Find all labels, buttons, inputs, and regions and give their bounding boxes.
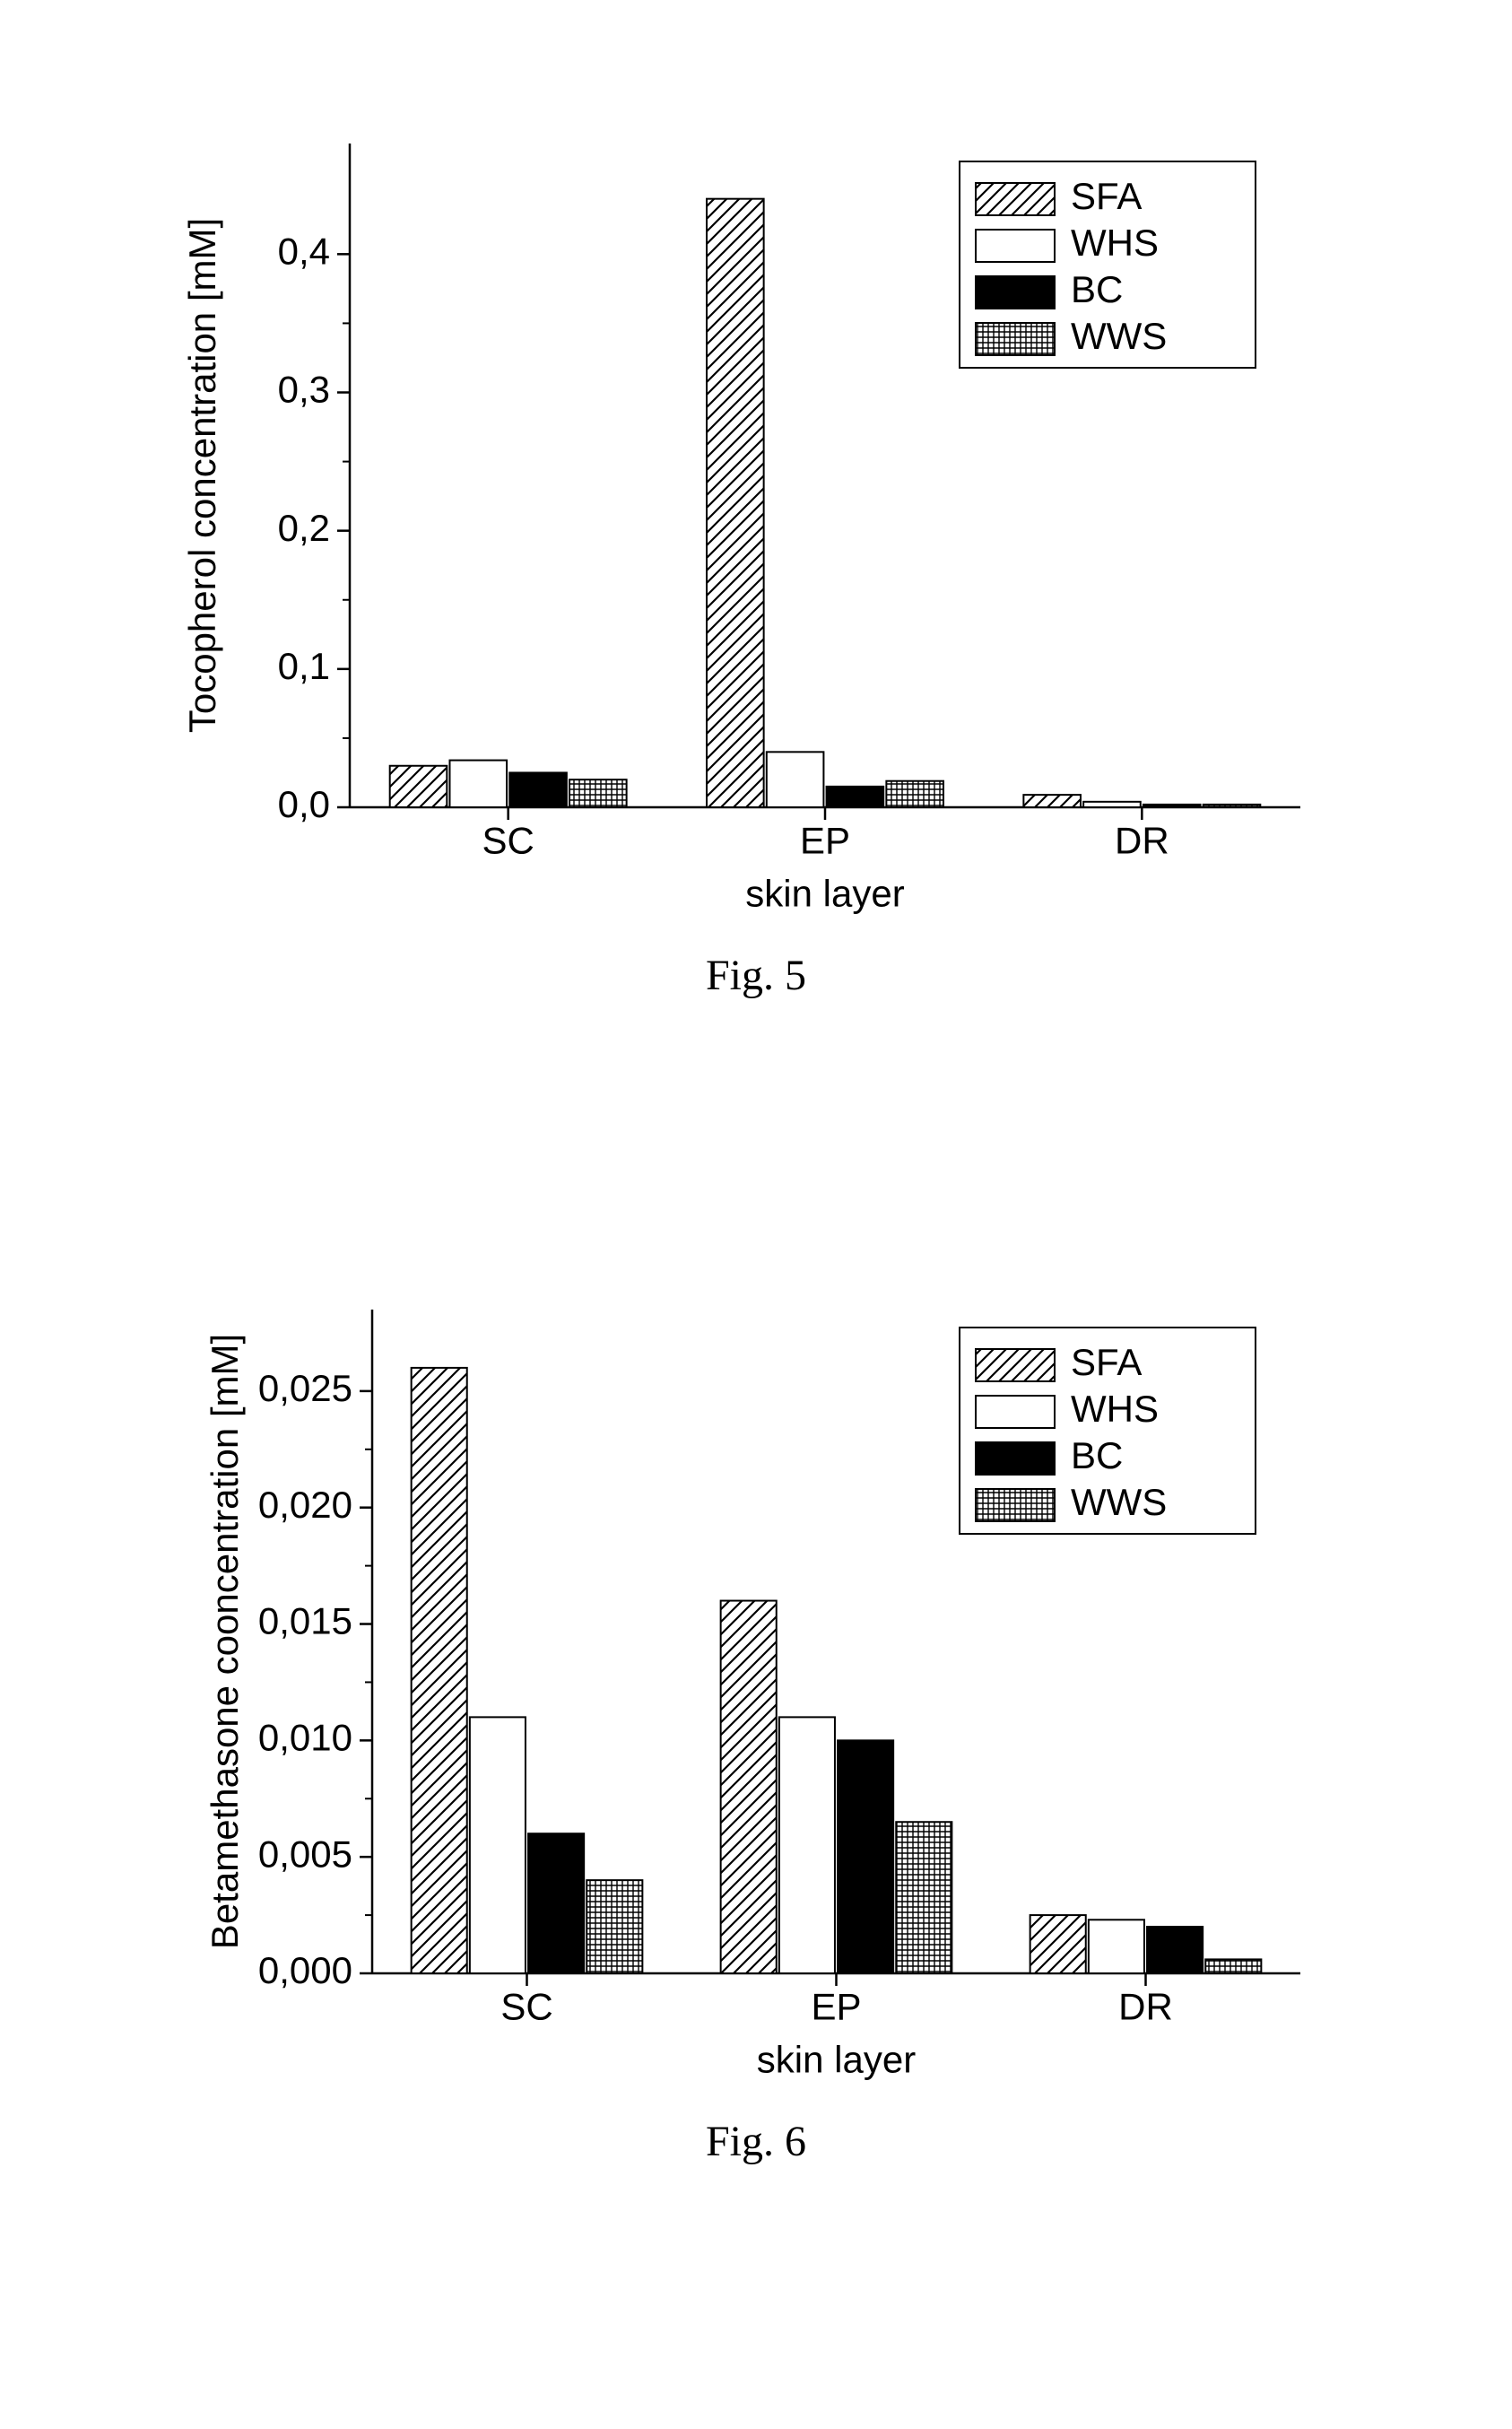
legend-swatch-WWS — [976, 1489, 1055, 1521]
svg-text:0,4: 0,4 — [278, 230, 330, 272]
bar-WHS-DR — [1089, 1920, 1144, 1973]
bar-WHS-SC — [470, 1717, 526, 1973]
page: 0,0 0,1 0,2 0,3 0,4 SC EP DR skin layer Tocophero… — [0, 0, 1512, 2429]
legend-label-SFA: SFA — [1071, 1341, 1142, 1383]
bar-BC-SC — [509, 772, 567, 807]
bar-WWS-DR — [1204, 805, 1261, 807]
legend-label-WWS: WWS — [1071, 315, 1167, 357]
bar-SFA-DR — [1030, 1915, 1086, 1973]
svg-text:0,0: 0,0 — [278, 783, 330, 825]
bar-WWS-SC — [587, 1880, 642, 1973]
legend-label-SFA: SFA — [1071, 175, 1142, 217]
x-axis-label: skin layer — [745, 872, 904, 914]
legend-label-WHS: WHS — [1071, 1388, 1159, 1430]
caption-fig5: Fig. 5 — [0, 951, 1512, 1000]
bar-WHS-EP — [767, 752, 824, 807]
bar-WWS-SC — [569, 779, 627, 807]
chart-fig6: 0,000 0,005 0,010 0,015 0,020 0,025 SC EP DR skin… — [170, 1256, 1336, 2081]
bar-SFA-SC — [390, 766, 448, 807]
svg-text:0,3: 0,3 — [278, 369, 330, 411]
legend-swatch-SFA — [976, 1349, 1055, 1381]
legend-swatch-BC — [976, 276, 1055, 309]
bar-WWS-DR — [1205, 1959, 1261, 1973]
bar-WHS-SC — [449, 761, 507, 807]
legend-label-WWS: WWS — [1071, 1481, 1167, 1523]
svg-text:DR: DR — [1118, 1986, 1173, 2028]
svg-text:EP: EP — [800, 820, 850, 862]
svg-text:0,000: 0,000 — [258, 1949, 352, 1991]
svg-text:0,005: 0,005 — [258, 1833, 352, 1875]
bar-SFA-DR — [1023, 795, 1081, 807]
bar-SFA-EP — [721, 1601, 777, 1973]
bar-SFA-SC — [412, 1368, 467, 1973]
y-axis-label: Tocopherol concentration [mM] — [181, 218, 223, 733]
bar-BC-SC — [528, 1833, 584, 1973]
bar-WWS-EP — [886, 781, 943, 807]
bar-BC-DR — [1143, 805, 1201, 807]
svg-text:0,2: 0,2 — [278, 507, 330, 549]
legend-swatch-WHS — [976, 230, 1055, 262]
legend-label-BC: BC — [1071, 1434, 1123, 1476]
svg-text:0,015: 0,015 — [258, 1600, 352, 1642]
svg-text:SC: SC — [500, 1986, 552, 2028]
legend-label-BC: BC — [1071, 268, 1123, 310]
x-axis-label: skin layer — [757, 2038, 916, 2080]
bar-BC-DR — [1147, 1927, 1203, 1973]
bar-SFA-EP — [707, 199, 764, 807]
chart-fig5: 0,0 0,1 0,2 0,3 0,4 SC EP DR skin layer Tocophero… — [170, 90, 1336, 915]
legend-swatch-WHS — [976, 1396, 1055, 1428]
bar-WHS-EP — [779, 1717, 835, 1973]
svg-text:EP: EP — [811, 1986, 861, 2028]
caption-fig6: Fig. 6 — [0, 2117, 1512, 2166]
svg-text:0,025: 0,025 — [258, 1367, 352, 1409]
svg-text:DR: DR — [1115, 820, 1169, 862]
bar-WWS-EP — [896, 1822, 952, 1973]
legend-label-WHS: WHS — [1071, 222, 1159, 264]
svg-text:0,020: 0,020 — [258, 1484, 352, 1526]
bar-WHS-DR — [1083, 802, 1141, 807]
svg-text:SC: SC — [482, 820, 534, 862]
legend-swatch-SFA — [976, 183, 1055, 215]
y-axis-label: Betamethasone cooncentration [mM] — [204, 1334, 246, 1949]
legend-swatch-BC — [976, 1442, 1055, 1475]
svg-text:0,1: 0,1 — [278, 645, 330, 687]
bar-BC-EP — [827, 787, 884, 807]
bar-BC-EP — [838, 1740, 893, 1973]
legend-swatch-WWS — [976, 323, 1055, 355]
svg-text:0,010: 0,010 — [258, 1716, 352, 1758]
